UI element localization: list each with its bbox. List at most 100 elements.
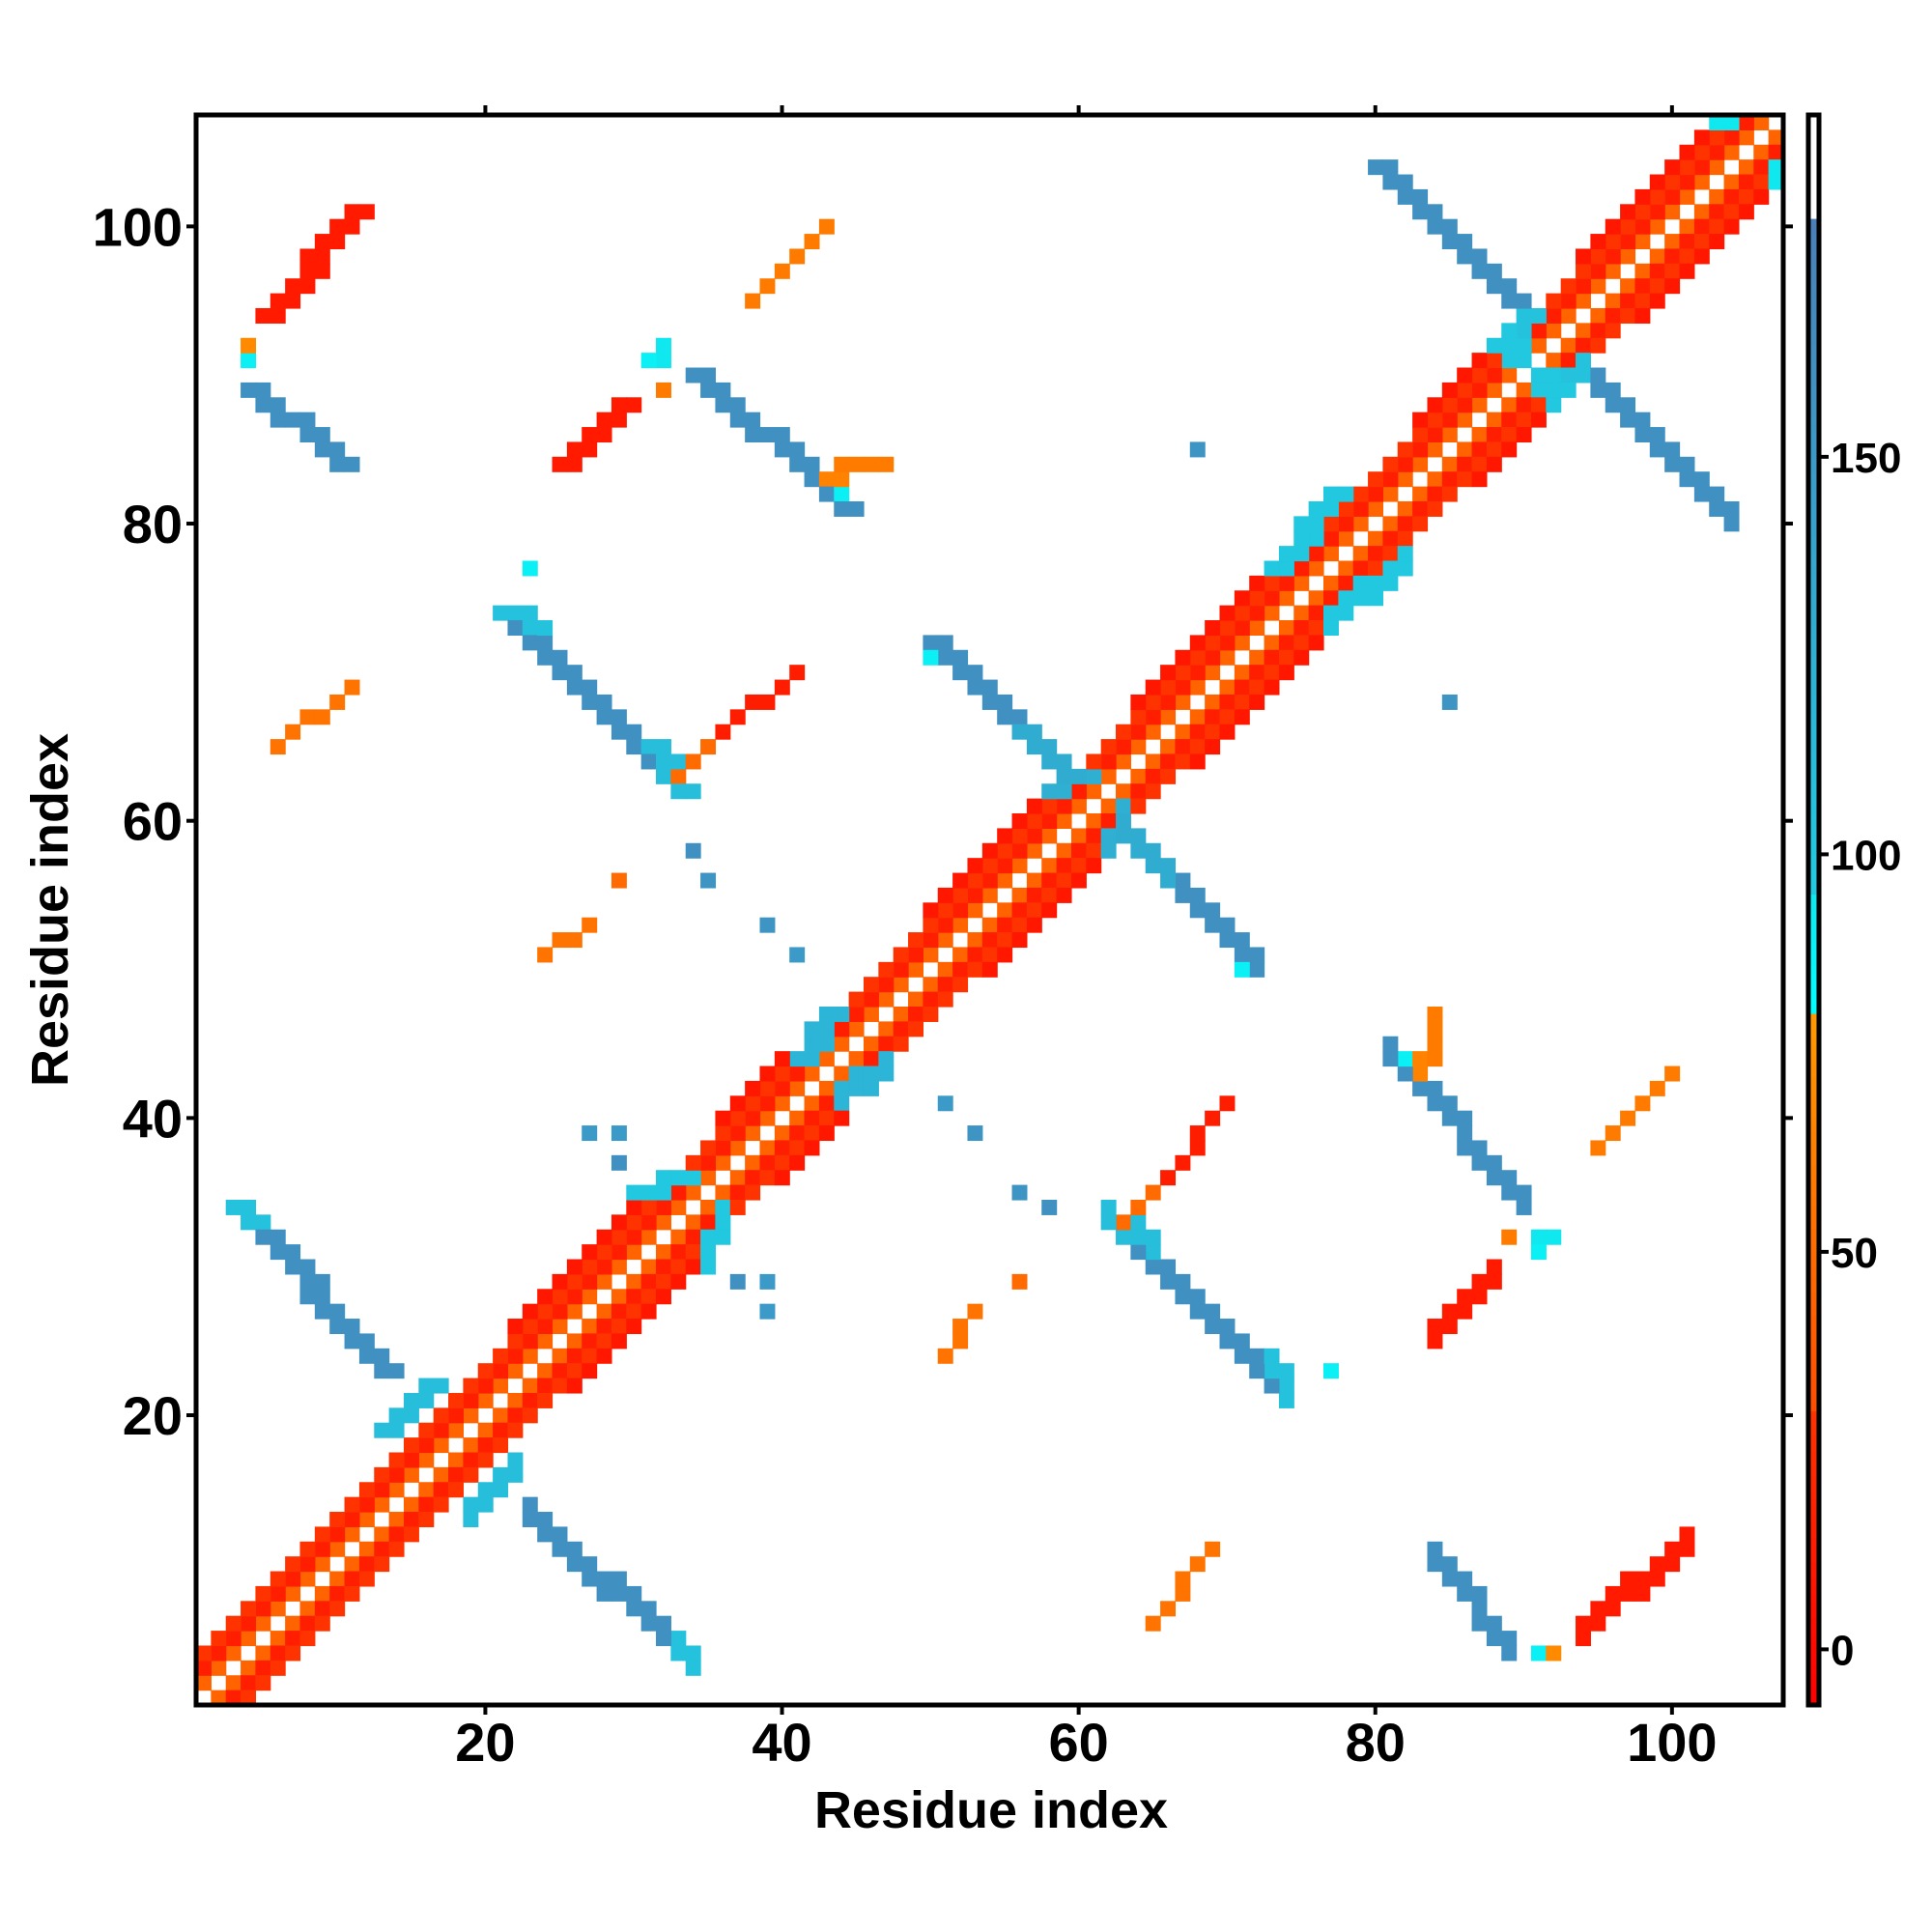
heatmap-cell xyxy=(1308,530,1324,547)
heatmap-cell xyxy=(745,1095,761,1112)
heatmap-cell xyxy=(1530,1229,1547,1245)
heatmap-cell xyxy=(834,1021,850,1037)
colorbar-swatch xyxy=(1808,600,1819,609)
heatmap-cell xyxy=(1352,516,1369,532)
heatmap-cell xyxy=(1205,902,1221,919)
heatmap-cell xyxy=(997,947,1013,963)
heatmap-cell xyxy=(566,1348,582,1364)
heatmap-cell xyxy=(1620,412,1636,428)
heatmap-cell xyxy=(715,1110,731,1126)
heatmap-cell xyxy=(1070,858,1087,874)
heatmap-cell xyxy=(1308,516,1324,532)
heatmap-cell xyxy=(745,1125,761,1142)
heatmap-cell xyxy=(1709,486,1725,502)
heatmap-cell xyxy=(1605,293,1621,309)
heatmap-cell xyxy=(299,1273,316,1290)
heatmap-cell xyxy=(626,1319,642,1335)
colorbar-swatch xyxy=(1808,162,1819,172)
heatmap-cell xyxy=(1145,842,1161,859)
heatmap-cell xyxy=(1382,174,1399,190)
heatmap-cell xyxy=(1471,1273,1488,1290)
heatmap-cell xyxy=(225,1645,242,1662)
heatmap-cell xyxy=(685,1645,701,1662)
heatmap-cell xyxy=(463,1407,479,1424)
heatmap-cell xyxy=(374,1363,390,1379)
heatmap-cell xyxy=(358,1482,375,1498)
heatmap-cell xyxy=(1338,530,1354,547)
heatmap-cell xyxy=(1264,1363,1280,1379)
heatmap-cell xyxy=(374,1541,390,1557)
colorbar-swatch xyxy=(1808,901,1819,911)
colorbar-swatch xyxy=(1808,146,1819,156)
colorbar-swatch xyxy=(1808,1219,1819,1229)
heatmap-cell xyxy=(759,1065,776,1082)
heatmap-cell xyxy=(1457,456,1473,472)
heatmap-cell xyxy=(225,1675,242,1691)
heatmap-cell xyxy=(1116,753,1131,770)
heatmap-cell xyxy=(1723,144,1740,160)
heatmap-cell xyxy=(314,263,330,279)
heatmap-cell xyxy=(344,1333,360,1350)
heatmap-cell xyxy=(1427,1319,1443,1335)
heatmap-cell xyxy=(299,248,316,265)
heatmap-cell xyxy=(507,1452,524,1468)
heatmap-cell xyxy=(1160,858,1177,874)
heatmap-cell xyxy=(582,917,598,933)
heatmap-cell xyxy=(789,1051,806,1067)
heatmap-cell xyxy=(299,1259,316,1275)
heatmap-cell xyxy=(937,961,953,978)
heatmap-cell xyxy=(1530,337,1547,354)
colorbar-swatch xyxy=(1808,679,1819,689)
heatmap-cell xyxy=(299,1601,316,1617)
heatmap-cell xyxy=(804,1051,820,1067)
heatmap-cell xyxy=(789,456,806,472)
colorbar-swatch xyxy=(1808,1156,1819,1165)
heatmap-cell xyxy=(314,248,330,265)
colorbar-swatch xyxy=(1808,456,1819,466)
colorbar-swatch xyxy=(1808,1172,1819,1181)
heatmap-cell xyxy=(448,1466,464,1483)
heatmap-cell xyxy=(1130,694,1147,710)
heatmap-cell xyxy=(1397,188,1413,205)
heatmap-cell xyxy=(241,1214,257,1231)
heatmap-cell xyxy=(1427,486,1443,502)
heatmap-cell xyxy=(656,1615,671,1632)
heatmap-cell xyxy=(1070,842,1087,859)
heatmap-cell xyxy=(1041,858,1058,874)
colorbar-swatch xyxy=(1808,448,1819,458)
heatmap-cell xyxy=(1441,456,1458,472)
heatmap-cell xyxy=(1546,323,1562,339)
colorbar-swatch xyxy=(1808,155,1819,163)
heatmap-cell xyxy=(566,932,582,949)
heatmap-cell xyxy=(626,739,642,755)
heatmap-cell xyxy=(1308,590,1324,607)
heatmap-cell xyxy=(1471,456,1488,472)
heatmap-cell xyxy=(1576,323,1591,339)
heatmap-cell xyxy=(789,1154,806,1171)
colorbar-swatch xyxy=(1808,583,1819,593)
heatmap-cell xyxy=(997,858,1013,874)
heatmap-cell xyxy=(1352,486,1369,502)
heatmap-cell xyxy=(1441,1571,1458,1587)
colorbar-swatch xyxy=(1808,1649,1819,1659)
heatmap-cell xyxy=(1530,307,1547,324)
heatmap-cell xyxy=(656,1631,671,1647)
heatmap-cell xyxy=(1160,1601,1177,1617)
heatmap-cell xyxy=(1397,530,1413,547)
heatmap-cell xyxy=(759,1154,776,1171)
heatmap-cell xyxy=(1709,500,1725,517)
heatmap-cell xyxy=(1427,1051,1443,1067)
heatmap-cell xyxy=(967,1125,983,1142)
heatmap-cell xyxy=(1768,129,1784,146)
heatmap-cell xyxy=(759,1140,776,1156)
heatmap-cell xyxy=(1293,575,1310,591)
heatmap-cell xyxy=(1590,307,1606,324)
heatmap-cell xyxy=(1427,1036,1443,1052)
heatmap-cell xyxy=(314,1615,330,1632)
heatmap-cell xyxy=(981,842,998,859)
heatmap-cell xyxy=(1293,605,1310,621)
heatmap-cell xyxy=(1234,1348,1250,1364)
x-tick-label: 20 xyxy=(455,1712,515,1773)
heatmap-cell xyxy=(611,1229,627,1245)
heatmap-cell xyxy=(834,500,850,517)
